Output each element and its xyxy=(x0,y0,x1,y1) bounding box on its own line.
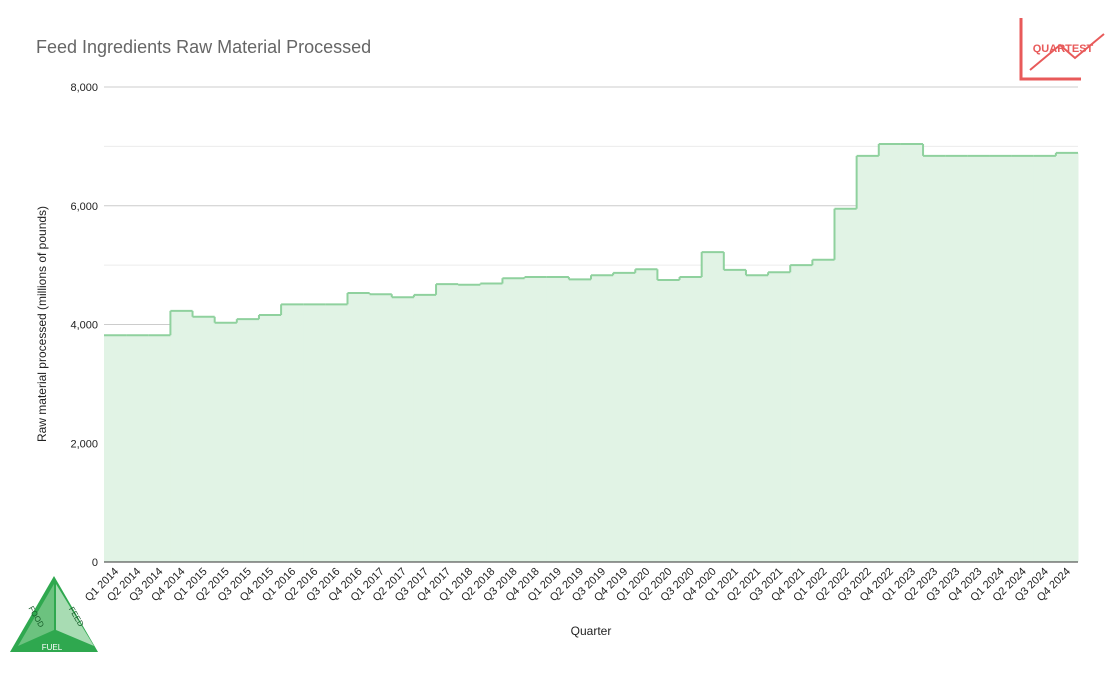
step-area-fill xyxy=(214,322,238,562)
step-area-fill xyxy=(812,259,835,562)
step-area-fill xyxy=(1011,155,1035,562)
step-area-fill xyxy=(768,272,791,562)
step-area-fill xyxy=(436,284,459,562)
step-area-fill xyxy=(126,335,149,562)
step-area-fill xyxy=(856,155,880,562)
y-tick-label: 2,000 xyxy=(70,438,98,450)
brand-text: QUARTEST xyxy=(1033,43,1094,55)
y-axis-title: Raw material processed (millions of poun… xyxy=(35,206,49,442)
step-area-fill xyxy=(546,277,570,562)
step-area-fill xyxy=(1033,155,1057,562)
step-area-fill xyxy=(502,278,526,562)
step-area-fill xyxy=(745,275,769,562)
y-tick-label: 8,000 xyxy=(70,82,98,94)
step-area-fill xyxy=(989,155,1013,562)
step-area-fill xyxy=(458,284,481,562)
step-area-fill xyxy=(635,269,658,562)
step-area-fill xyxy=(568,279,592,562)
quartest-logo: QUARTEST xyxy=(1019,18,1105,81)
y-tick-label: 0 xyxy=(92,557,98,569)
step-area-fill xyxy=(591,275,614,562)
step-area-fill xyxy=(679,277,703,562)
step-area-fill xyxy=(657,279,681,562)
step-area-fill xyxy=(1055,152,1079,562)
step-area-fill xyxy=(524,277,548,562)
logo-text: FUEL xyxy=(42,643,63,652)
step-area-fill xyxy=(347,293,371,562)
step-area-fill xyxy=(369,294,393,562)
step-area-fill xyxy=(104,335,127,562)
step-area-fill xyxy=(945,155,968,562)
step-area-fill xyxy=(967,155,990,562)
step-area-fill xyxy=(878,144,902,562)
step-area-fill xyxy=(148,335,171,562)
step-area-fill xyxy=(258,315,282,562)
triangle-logo: FOOD FEED FUEL xyxy=(10,576,98,652)
step-area-fill xyxy=(413,294,437,562)
step-area-fill xyxy=(701,252,725,562)
step-area-fill xyxy=(613,272,636,562)
step-area-fill xyxy=(303,304,326,562)
step-area-fill xyxy=(170,310,194,562)
step-area-fill xyxy=(480,283,503,562)
step-area-fill xyxy=(923,155,946,562)
step-area-fill xyxy=(391,297,415,562)
y-tick-label: 4,000 xyxy=(70,320,98,332)
step-area-fill xyxy=(236,319,260,562)
step-area-fill xyxy=(834,208,858,562)
step-area-fill xyxy=(281,304,304,562)
step-area-fill xyxy=(790,265,813,562)
step-area-fill xyxy=(325,304,348,562)
step-area-fill xyxy=(723,269,747,562)
x-axis-title: Quarter xyxy=(571,624,612,638)
y-tick-label: 6,000 xyxy=(70,201,98,213)
chart-title: Feed Ingredients Raw Material Processed xyxy=(36,37,371,57)
step-area-fill xyxy=(192,316,216,562)
step-area-fill xyxy=(900,144,924,562)
